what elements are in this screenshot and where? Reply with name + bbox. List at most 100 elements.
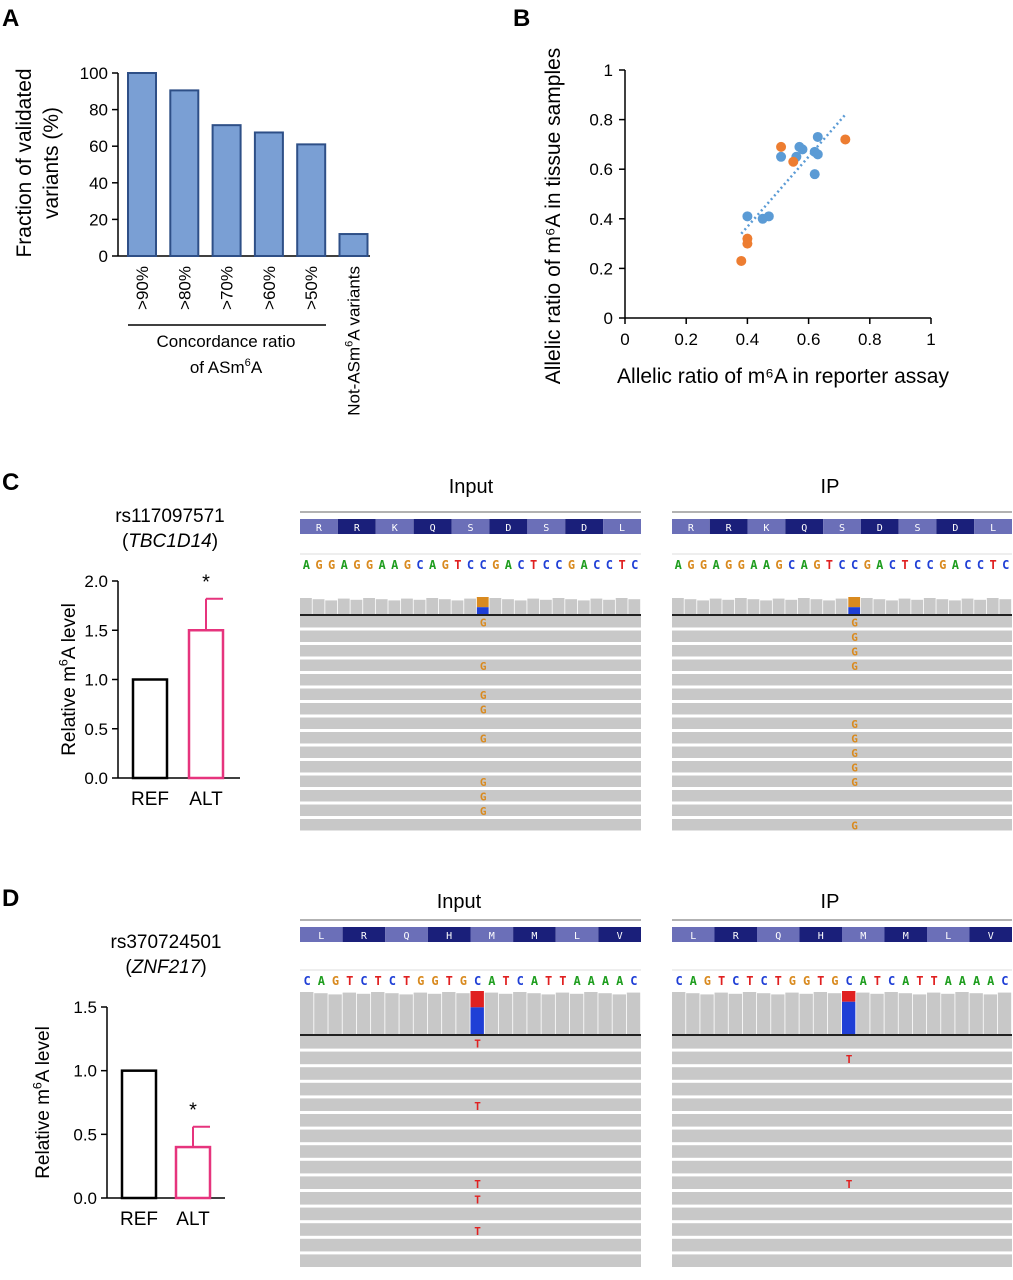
coverage-bar — [612, 994, 626, 1034]
panel-letter-b: B — [513, 5, 530, 32]
coverage-bar — [856, 992, 870, 1034]
a-bar — [211, 124, 242, 257]
coverage-bar — [513, 992, 527, 1034]
sequence-base: T — [775, 974, 782, 988]
cd-y-tick-label: 1.0 — [84, 671, 108, 690]
sequence-base: G — [831, 974, 838, 988]
panel-c-snp-id: rs117097571 — [115, 506, 225, 527]
coverage-bar — [442, 992, 456, 1034]
sequence-base: A — [488, 974, 496, 988]
sequence-base: C — [675, 974, 682, 988]
coverage-bar — [936, 599, 949, 614]
amino-acid-box — [413, 519, 452, 534]
sequence-base: A — [675, 558, 683, 572]
coverage-bar — [502, 599, 514, 614]
sequence-base: C — [517, 558, 524, 572]
sequence-base: G — [687, 558, 694, 572]
coverage-bar — [999, 599, 1012, 614]
read-row — [672, 1129, 1012, 1143]
sequence-base: T — [989, 558, 996, 572]
coverage-bar — [577, 600, 590, 614]
amino-acid-box — [969, 927, 1012, 942]
amino-acid-label: R — [726, 523, 733, 534]
sequence-base: C — [543, 558, 550, 572]
cd-y-tick-label: 1.5 — [84, 621, 108, 640]
cd-y-tick-label: 0.5 — [84, 720, 108, 739]
sequence-base: C — [845, 974, 852, 988]
b-point — [840, 134, 851, 145]
read-row — [672, 1082, 1012, 1096]
a-x-tick-label: >80% — [175, 266, 194, 310]
panel-c-input-track: R R K Q S D S D LA G G A G G A A G C A G T C C G A C T C C G A C C T CGGGG… — [300, 511, 641, 831]
amino-acid-box — [527, 519, 566, 534]
sequence-base: G — [789, 974, 796, 988]
read-row — [672, 717, 1012, 729]
read-row — [672, 1114, 1012, 1127]
sequence-base: G — [353, 558, 360, 572]
coverage-bar — [941, 993, 955, 1034]
amino-acid-label: D — [505, 523, 511, 534]
coverage-bar — [399, 994, 413, 1034]
b-point — [788, 156, 799, 167]
amino-acid-box — [300, 519, 338, 534]
sequence-base: C — [467, 558, 474, 572]
coverage-bar — [961, 598, 974, 614]
coverage-bar — [312, 599, 325, 614]
read-alt-base: G — [480, 689, 487, 702]
sequence-base: A — [318, 974, 326, 988]
coverage-bar — [371, 992, 385, 1034]
amino-acid-box — [757, 927, 800, 942]
sequence-base: A — [690, 974, 698, 988]
coverage-bar — [714, 992, 728, 1034]
amino-acid-label: D — [877, 523, 883, 534]
amino-acid-box — [489, 519, 528, 534]
read-alt-base: G — [851, 820, 858, 833]
sequence-base: C — [480, 558, 487, 572]
amino-acid-box — [927, 927, 970, 942]
sequence-base: T — [916, 974, 923, 988]
read-row — [672, 616, 1012, 628]
sequence-base: G — [492, 558, 499, 572]
read-alt-base: G — [851, 733, 858, 746]
b-point — [742, 233, 753, 244]
coverage-bar — [823, 600, 835, 614]
sequence-base: G — [315, 558, 322, 572]
coverage-ref-bar — [848, 607, 861, 614]
cd-bar — [187, 629, 225, 780]
coverage-bar — [799, 993, 813, 1034]
read-row — [672, 1051, 1012, 1065]
coverage-ref-bar — [476, 607, 489, 614]
amino-acid-box — [898, 519, 937, 534]
read-row — [672, 819, 1012, 831]
amino-acid-box — [709, 519, 748, 534]
cd-y-tick-label: 1.5 — [73, 998, 97, 1017]
b-point — [736, 255, 747, 266]
sequence-base: G — [813, 558, 820, 572]
read-row — [672, 688, 1012, 700]
a-x-tick-label: >90% — [133, 266, 152, 310]
a-y-tick-label: 80 — [89, 101, 108, 120]
coverage-bar — [722, 599, 735, 614]
panel-letter-d: D — [2, 885, 19, 912]
sequence-base: C — [631, 558, 638, 572]
a-y-tick-label: 60 — [89, 137, 108, 156]
b-point — [776, 151, 787, 162]
read-row — [672, 732, 1012, 744]
read-row — [300, 1098, 641, 1111]
coverage-bar — [757, 993, 771, 1034]
read-row — [300, 1160, 641, 1174]
read-alt-base: G — [480, 776, 487, 789]
coverage-bar — [997, 992, 1012, 1034]
cd-x-tick-label: ALT — [176, 1209, 210, 1230]
amino-acid-label: D — [581, 523, 587, 534]
coverage-bar — [810, 599, 823, 614]
sequence-base: A — [959, 974, 967, 988]
read-alt-base: G — [480, 660, 487, 673]
coverage-bar — [314, 993, 328, 1034]
read-row — [300, 1223, 641, 1236]
amino-acid-box — [860, 519, 899, 534]
coverage-bar — [771, 994, 785, 1034]
coverage-bar — [484, 992, 499, 1034]
read-row — [672, 1036, 1012, 1049]
